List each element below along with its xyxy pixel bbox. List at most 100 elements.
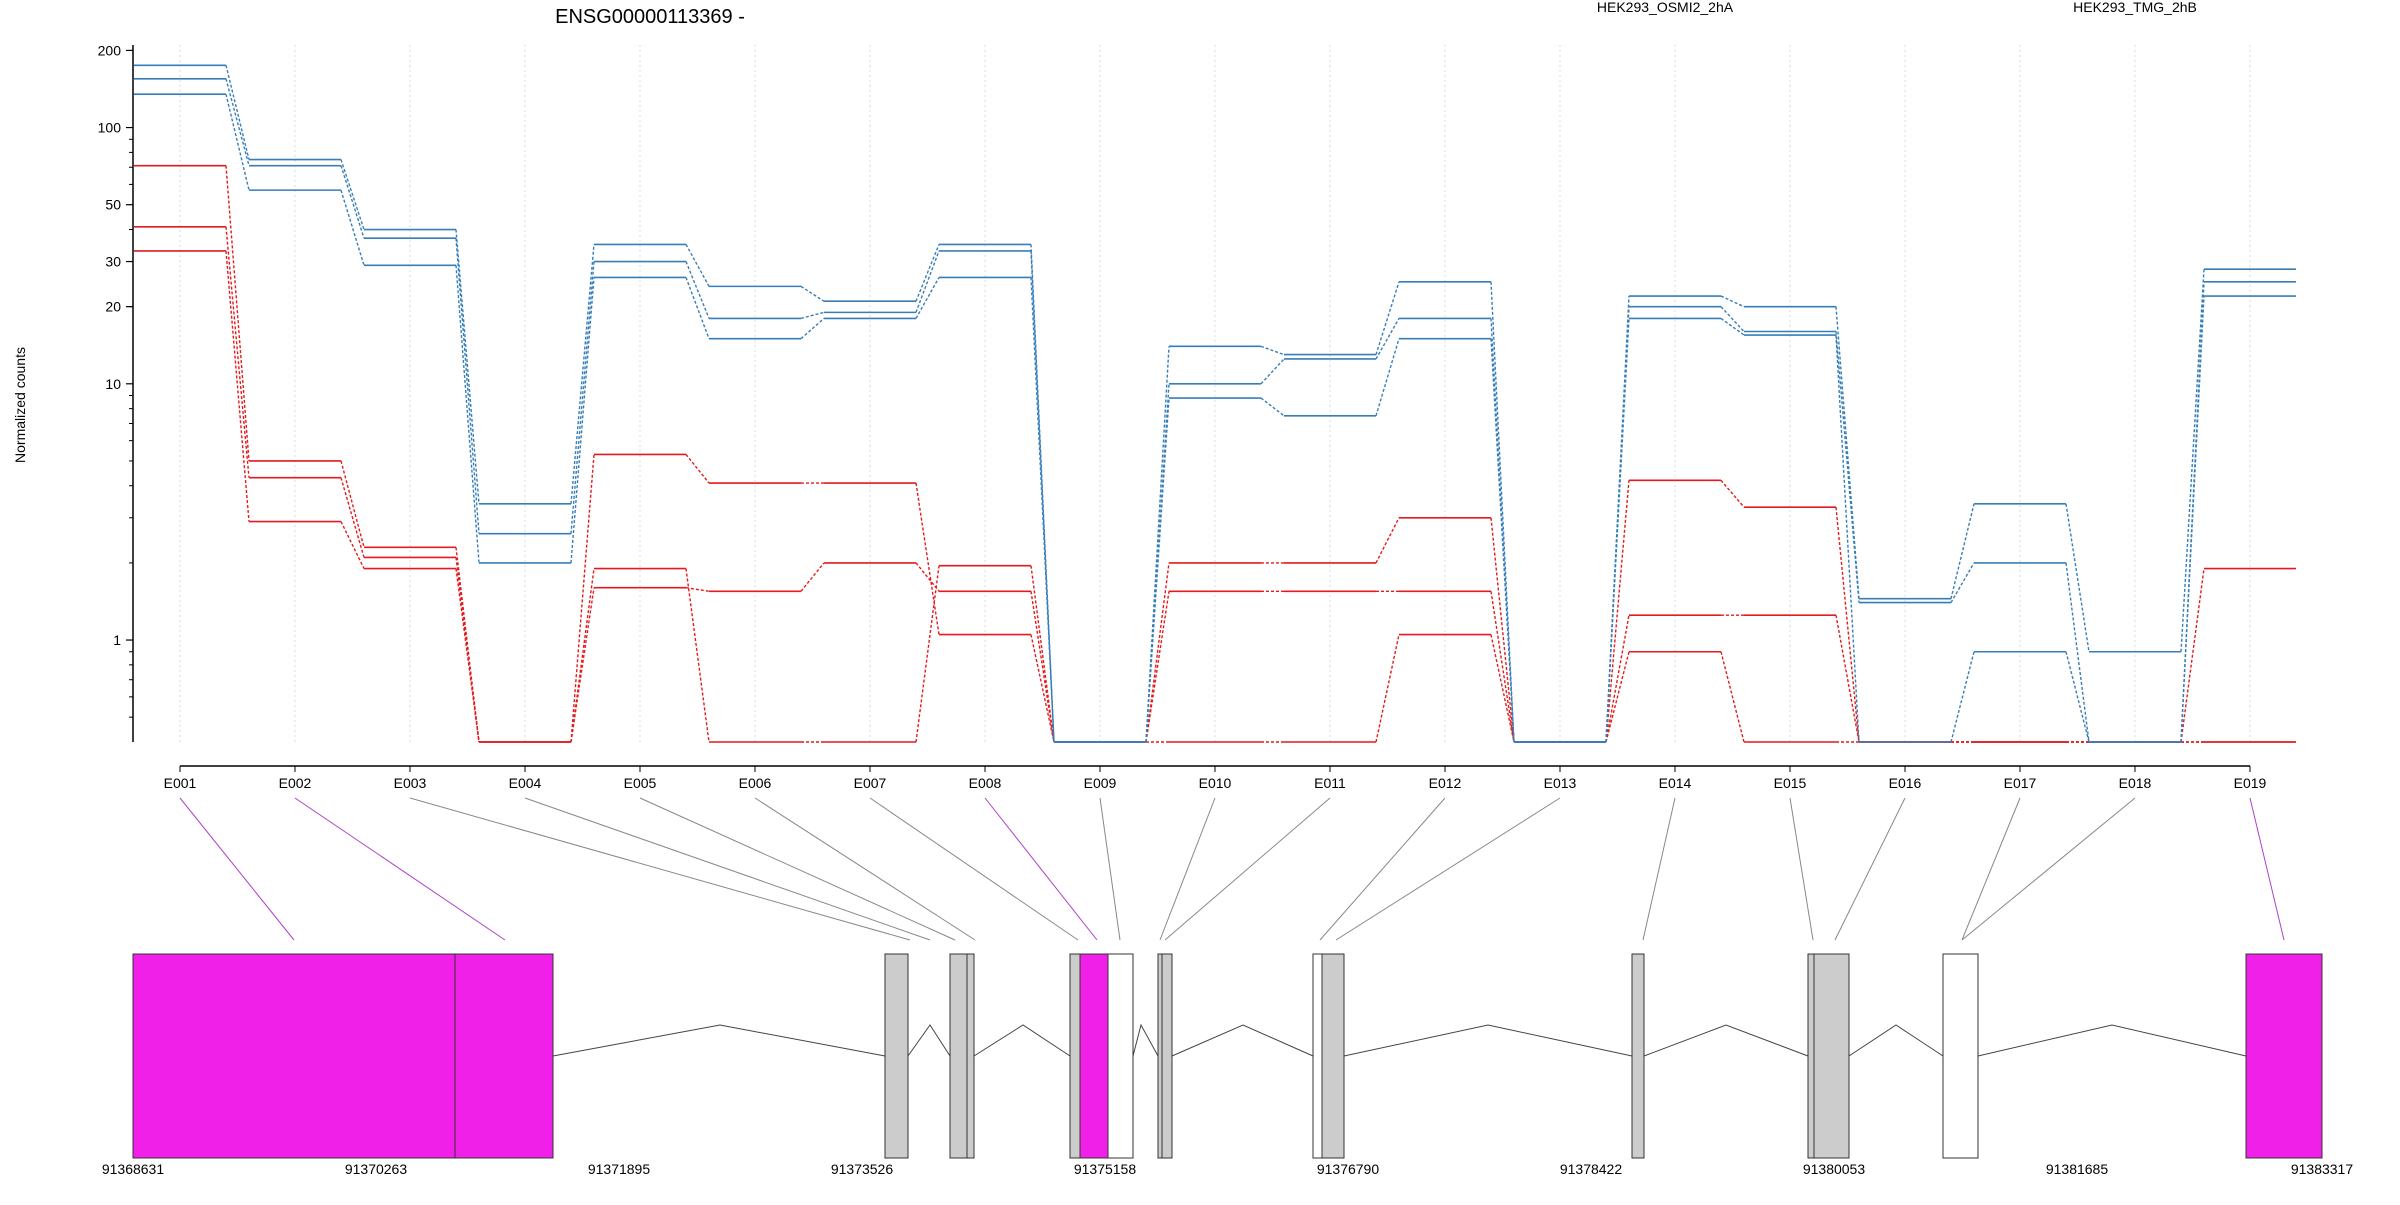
genomic-tick-label: 91380053	[1803, 1161, 1866, 1177]
data-connector	[225, 250, 250, 522]
data-connector	[2065, 503, 2090, 652]
exon-connector-e018	[1961, 797, 2136, 941]
x-tick-label-e015: E015	[1774, 775, 1807, 791]
data-connector	[2180, 296, 2205, 743]
exon-connector-e009	[1099, 797, 1121, 941]
data-connector	[1835, 306, 1860, 599]
x-tick-label-e016: E016	[1889, 775, 1922, 791]
data-connector	[455, 229, 480, 504]
data-connector	[685, 261, 710, 319]
genomic-tick-label: 91381685	[2046, 1161, 2109, 1177]
series-1-replicate-2	[134, 93, 2296, 743]
data-connector	[455, 547, 480, 743]
exon-block	[1631, 953, 1645, 1159]
exon-block	[1813, 953, 1850, 1159]
y-axis-label: Normalized counts	[12, 347, 28, 463]
data-connector	[1605, 615, 1630, 743]
data-connector	[2065, 651, 2090, 743]
x-tick-label-e004: E004	[509, 775, 542, 791]
intron-line	[973, 1024, 1071, 1057]
x-tick-label-e010: E010	[1199, 775, 1232, 791]
exon-connector-e005	[639, 797, 956, 941]
exon-block	[1161, 953, 1173, 1159]
legend-label-tmg: HEK293_TMG_2hB	[2073, 0, 2197, 15]
x-tick-label-e003: E003	[394, 775, 427, 791]
y-tick-label: 1	[113, 632, 121, 648]
data-connector	[1030, 565, 1055, 743]
x-tick-label-e005: E005	[624, 775, 657, 791]
data-connector	[1835, 334, 1860, 743]
x-tick-label-e019: E019	[2234, 775, 2267, 791]
exon-block	[1107, 953, 1134, 1159]
data-connector	[2180, 269, 2205, 652]
data-connector	[1605, 480, 1630, 743]
data-connector	[455, 557, 480, 743]
x-tick-label-e008: E008	[969, 775, 1002, 791]
data-connector	[225, 78, 250, 166]
data-connector	[570, 454, 595, 743]
data-connector	[1030, 634, 1055, 743]
data-connector	[225, 94, 250, 191]
data-connector	[1720, 295, 1745, 308]
x-tick-label-e018: E018	[2119, 775, 2152, 791]
chart-title: ENSG00000113369 -	[555, 6, 745, 28]
x-tick-label-e011: E011	[1314, 775, 1346, 791]
exon-connector-e010	[1159, 797, 1216, 941]
genomic-tick-label: 91371895	[588, 1161, 651, 1177]
data-connector	[570, 587, 595, 743]
data-connector	[340, 477, 365, 558]
exon-connector-e007	[869, 797, 1079, 941]
exon-block	[1312, 953, 1323, 1159]
exon-connector-e011	[1164, 797, 1331, 941]
data-connector	[1950, 651, 1975, 743]
data-connector	[455, 568, 480, 743]
data-connector	[1490, 634, 1515, 743]
data-connector	[2065, 562, 2090, 743]
data-connector	[1145, 591, 1170, 743]
data-connector	[1490, 517, 1515, 743]
data-connector	[1835, 331, 1860, 603]
data-connector	[1375, 318, 1400, 360]
data-connector	[1030, 277, 1055, 743]
exon-connector-e006	[754, 797, 976, 941]
x-tick-label-e007: E007	[854, 775, 887, 791]
data-connector	[570, 277, 595, 563]
y-tick-label: 20	[105, 299, 121, 315]
data-connector	[1260, 345, 1285, 356]
data-connector	[1145, 346, 1170, 743]
intron-line	[1643, 1024, 1809, 1057]
data-connector	[685, 587, 710, 592]
data-connector	[340, 460, 365, 548]
data-connector	[685, 454, 710, 484]
intron-line	[907, 1024, 951, 1057]
series-layer	[134, 64, 2296, 743]
data-connector	[1490, 338, 1515, 743]
legend-label-osmi: HEK293_OSMI2_2hA	[1597, 0, 1734, 15]
exon-block	[454, 953, 554, 1159]
data-connector	[1375, 634, 1400, 743]
data-connector	[1375, 517, 1400, 564]
exon-block	[1069, 953, 1081, 1159]
y-tick-label: 30	[105, 254, 121, 270]
exon-block	[1079, 953, 1109, 1159]
y-tick-label: 50	[105, 197, 121, 213]
data-connector	[1720, 306, 1745, 332]
data-connector	[340, 521, 365, 569]
exon-block	[966, 953, 975, 1159]
grid-layer	[179, 45, 2251, 742]
exon-block	[2245, 953, 2323, 1159]
data-connector	[1720, 479, 1745, 508]
data-connector	[340, 165, 365, 239]
y-tick-label: 200	[98, 42, 122, 58]
x-tick-label-e002: E002	[279, 775, 312, 791]
exon-block	[1942, 953, 1979, 1159]
exon-connector-e015	[1789, 797, 1814, 941]
genomic-tick-label: 91370263	[345, 1161, 408, 1177]
x-tick-label-e013: E013	[1544, 775, 1577, 791]
data-connector	[455, 265, 480, 563]
data-connector	[1375, 338, 1400, 417]
exon-connector-layer	[179, 797, 2285, 941]
exon-connector-e012	[1319, 797, 1446, 941]
